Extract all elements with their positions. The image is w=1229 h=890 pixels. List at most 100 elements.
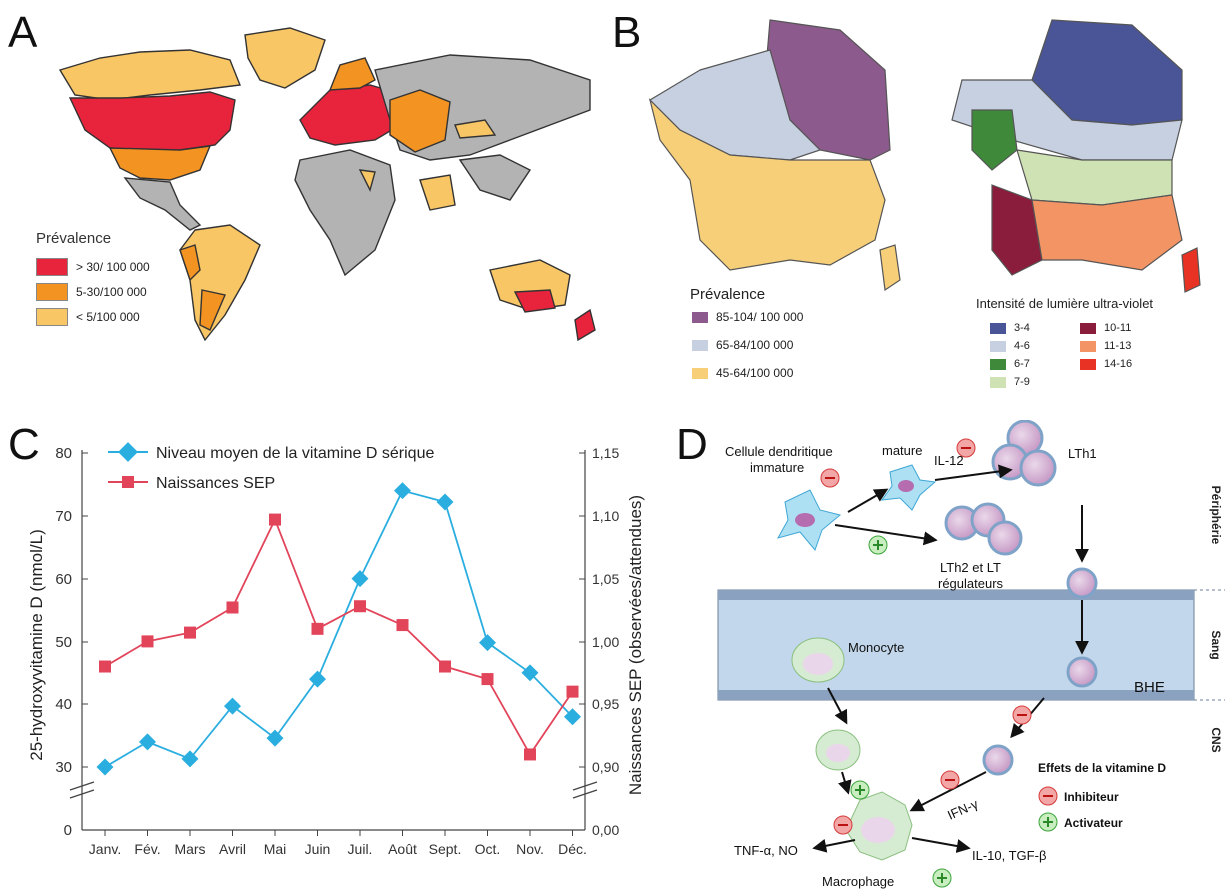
label-macrophage: Macrophage (822, 874, 894, 889)
data-point-vitamin-d (224, 697, 241, 715)
macrophage (845, 791, 913, 861)
data-point-vitamin-d (394, 482, 411, 500)
vessel-wall-bottom (718, 690, 1194, 700)
mature-dendritic-cell (880, 464, 937, 511)
panel-c-letter: C (8, 420, 40, 469)
data-point-vitamin-d (479, 634, 496, 652)
legend-label: < 5/100 000 (76, 310, 140, 324)
data-point-vitamin-d (521, 664, 539, 682)
x-tick-label: Avril (219, 841, 246, 857)
data-point-sep (566, 685, 579, 698)
legend-swatch (692, 311, 708, 323)
uv-legend-title: Intensité de lumière ultra-violet (976, 296, 1154, 311)
data-point-sep (354, 600, 366, 613)
x-tick-label: Janv. (89, 841, 121, 857)
panel-b-legend-title: Prévalence (690, 286, 766, 303)
legend-label: 3-4 (1014, 322, 1030, 334)
legend-label-vitd: Niveau moyen de la vitamine D sérique (156, 445, 434, 462)
data-point-sep (226, 601, 239, 614)
panel-b-legend-item: 85-104/ 100 000 (692, 310, 803, 324)
left-tick: 80 (55, 445, 72, 462)
data-point-sep (524, 748, 536, 761)
label-il12: IL-12 (934, 453, 964, 468)
panel-a-legend-item: 5-30/100 000 (36, 283, 147, 301)
left-tick: 40 (55, 696, 72, 713)
panel-b-legend-item: 65-84/100 000 (692, 338, 793, 352)
x-tick-label: Sept. (429, 841, 462, 857)
right-tick: 1,00 (592, 634, 619, 650)
data-point-sep (141, 635, 154, 648)
france-uv-map (951, 19, 1201, 293)
legend-swatch (990, 340, 1006, 352)
x-tick-label: Mai (264, 841, 287, 857)
x-tick-label: Déc. (558, 841, 587, 857)
t-cell-in-blood (1066, 656, 1098, 688)
left-axis-break (69, 781, 95, 799)
data-point-sep (439, 660, 451, 673)
x-tick-label: Août (388, 841, 417, 857)
legend-label: 11-13 (1104, 340, 1132, 352)
left-axis-title: 25-hydroxyvitamine D (nmol/L) (27, 529, 46, 760)
uv-legend-item: 11-13 (1080, 340, 1131, 352)
vessel-wall-top (718, 590, 1194, 600)
france-prevalence-map (648, 19, 901, 292)
left-tick: 0 (64, 822, 72, 839)
legend-label: 4-6 (1014, 340, 1030, 352)
legend-inhibitor-icon (1038, 786, 1058, 806)
x-tick-label: Mars (174, 841, 205, 857)
data-point-sep (481, 673, 494, 686)
effects-legend-title: Effets de la vitamine D (1038, 761, 1166, 775)
panel-a-legend-title: Prévalence (36, 230, 112, 247)
lth1-cells (991, 420, 1057, 487)
t-cell-in-cns (982, 744, 1014, 776)
panel-b-legend-item: 45-64/100 000 (692, 366, 793, 380)
zone-cns: CNS (1209, 727, 1223, 752)
legend-marker-sep (122, 476, 134, 488)
inhibitor-marker (820, 468, 840, 488)
legend-swatch (692, 339, 708, 351)
activator-marker (850, 780, 870, 800)
legend-swatch (1080, 358, 1096, 370)
panel-b-letter: B (612, 8, 642, 57)
data-point-vitamin-d (96, 758, 114, 776)
right-axis-title: Naissances SEP (observées/attendues) (626, 495, 645, 795)
legend-inhibitor-label: Inhibiteur (1064, 790, 1119, 804)
left-tick: 30 (55, 759, 72, 776)
label-immature-line2: immature (750, 460, 804, 475)
x-tick-label: Fév. (134, 841, 160, 857)
left-tick: 60 (55, 571, 72, 588)
panel-a-legend-item: > 30/ 100 000 (36, 258, 150, 276)
data-point-sep (269, 513, 281, 526)
legend-swatch (692, 367, 708, 379)
blood-vessel (717, 589, 1195, 701)
legend-label: 14-16 (1104, 358, 1133, 370)
uv-legend-item: 3-4 (990, 322, 1030, 334)
legend-label: 45-64/100 000 (716, 366, 794, 380)
zone-periphery: Périphérie (1209, 486, 1223, 545)
legend-label-sep: Naissances SEP (156, 475, 275, 492)
uv-legend-item: 6-7 (990, 358, 1030, 370)
label-monocyte: Monocyte (848, 640, 904, 655)
right-tick: 0,90 (592, 759, 619, 775)
label-lth2-line2: régulateurs (938, 576, 1004, 591)
legend-swatch (990, 358, 1006, 370)
activator-marker (932, 868, 952, 888)
data-point-sep (99, 660, 111, 673)
migrating-t-cell (1066, 567, 1098, 599)
chart-legend: Niveau moyen de la vitamine D sérique Na… (108, 442, 434, 492)
right-tick: 0,95 (592, 696, 619, 712)
zone-blood: Sang (1209, 630, 1223, 659)
right-axis-break (572, 781, 598, 799)
label-immature-line1: Cellule dendritique (725, 444, 833, 459)
data-point-vitamin-d (436, 493, 454, 511)
label-lth1: LTh1 (1068, 446, 1097, 461)
legend-swatch (1080, 322, 1096, 334)
left-tick: 50 (55, 634, 72, 651)
panel-d-letter: D (676, 420, 708, 469)
x-tick-label: Juil. (348, 841, 373, 857)
right-tick: 0,00 (592, 822, 619, 838)
legend-swatch (990, 376, 1006, 388)
legend-swatch (36, 308, 68, 326)
data-point-vitamin-d (351, 570, 369, 588)
x-tick-label: Juin (305, 841, 331, 857)
